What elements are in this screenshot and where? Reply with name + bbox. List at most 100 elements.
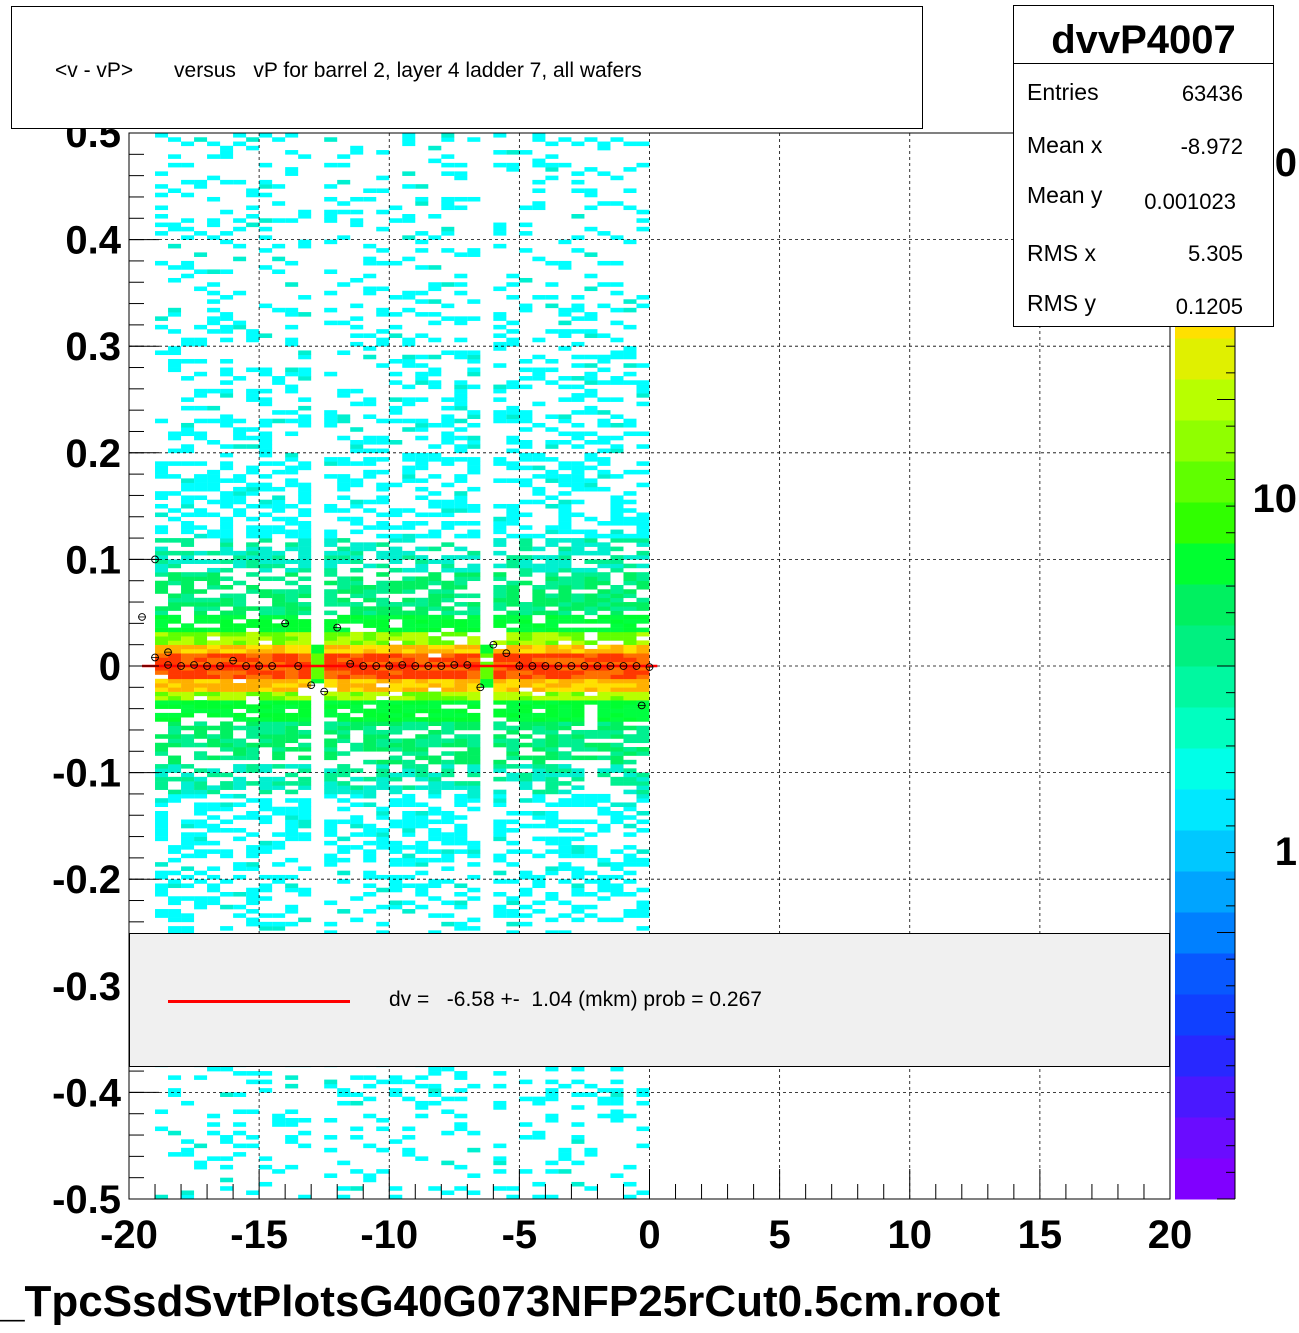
stats-histogram-name: dvvP4007 [1051, 18, 1236, 62]
heatmap-cell [402, 683, 416, 688]
heatmap-cell [571, 836, 585, 842]
heatmap-cell [350, 584, 364, 590]
heatmap-cell [506, 840, 520, 846]
heatmap-cell [636, 529, 650, 535]
heatmap-cell [493, 700, 507, 705]
heatmap-cell [623, 491, 637, 496]
heatmap-cell [285, 636, 299, 641]
heatmap-cell [623, 751, 637, 756]
heatmap-cell [441, 712, 455, 718]
heatmap-cell [610, 670, 624, 675]
heatmap-cell [441, 857, 455, 863]
heatmap-cell [207, 631, 221, 637]
heatmap-cell [376, 1169, 390, 1174]
heatmap-cell [220, 806, 234, 812]
heatmap-cell [389, 555, 403, 560]
heatmap-cell [506, 678, 520, 684]
heatmap-cell [285, 469, 299, 475]
heatmap-cell [597, 874, 611, 880]
heatmap-cell [207, 772, 221, 778]
heatmap-cell [259, 162, 273, 168]
heatmap-cell [363, 683, 377, 688]
heatmap-cell [584, 657, 598, 663]
heatmap-cell [441, 397, 455, 402]
heatmap-cell [506, 516, 520, 522]
heatmap-cell [363, 729, 377, 735]
heatmap-cell [168, 734, 182, 739]
heatmap-cell [597, 1088, 611, 1093]
heatmap-cell [272, 1117, 286, 1123]
heatmap-cell [467, 666, 481, 671]
heatmap-cell [285, 653, 299, 658]
heatmap-cell [389, 644, 403, 650]
heatmap-cell [350, 789, 364, 795]
heatmap-cell [194, 879, 208, 884]
heatmap-cell [376, 721, 390, 726]
heatmap-cell [168, 640, 182, 645]
heatmap-cell [545, 644, 559, 650]
heatmap-cell [259, 1181, 273, 1187]
heatmap-cell [363, 853, 377, 859]
heatmap-cell [597, 559, 611, 564]
heatmap-cell [623, 1181, 637, 1187]
heatmap-cell [220, 627, 234, 633]
heatmap-cell [415, 239, 429, 245]
heatmap-cell [415, 371, 429, 377]
heatmap-cell [584, 410, 598, 415]
x-tick-label: 5 [769, 1213, 791, 1257]
heatmap-cell [155, 776, 169, 782]
heatmap-cell [298, 721, 312, 726]
profile-point [554, 662, 563, 670]
heatmap-cell [155, 631, 169, 637]
heatmap-cell [233, 474, 247, 479]
heatmap-cell [506, 776, 520, 782]
heatmap-cell [337, 691, 351, 697]
heatmap-cell [311, 678, 325, 684]
heatmap-cell [545, 495, 559, 501]
heatmap-cell [363, 802, 377, 808]
heatmap-cell [207, 887, 221, 893]
heatmap-cell [571, 853, 585, 859]
heatmap-cell [610, 307, 624, 313]
heatmap-cell [181, 913, 195, 918]
heatmap-cell [220, 802, 234, 808]
heatmap-cell [168, 448, 182, 454]
heatmap-cell [415, 521, 429, 526]
heatmap-cell [415, 299, 429, 304]
heatmap-cell [298, 508, 312, 513]
heatmap-cell [584, 538, 598, 543]
heatmap-cell [389, 772, 403, 778]
heatmap-cell [441, 674, 455, 680]
heatmap-cell [194, 559, 208, 564]
heatmap-cell [181, 584, 195, 590]
heatmap-cell [350, 1186, 364, 1191]
heatmap-cell [168, 717, 182, 722]
heatmap-cell [324, 619, 338, 624]
heatmap-cell [545, 687, 559, 692]
heatmap-cell [545, 329, 559, 334]
heatmap-cell [493, 776, 507, 782]
heatmap-cell [181, 495, 195, 501]
heatmap-cell [428, 576, 442, 582]
heatmap-cell [623, 167, 637, 172]
heatmap-cell [324, 239, 338, 245]
heatmap-cell [636, 785, 650, 790]
heatmap-cell [558, 538, 572, 543]
heatmap-cell [610, 260, 624, 266]
heatmap-cell [207, 695, 221, 701]
heatmap-cell [636, 1100, 650, 1106]
heatmap-cell [467, 704, 481, 709]
heatmap-cell [207, 691, 221, 697]
heatmap-cell [389, 900, 403, 906]
heatmap-cell [246, 734, 260, 739]
heatmap-cell [389, 823, 403, 829]
heatmap-cell [285, 367, 299, 373]
heatmap-cell [467, 862, 481, 867]
heatmap-cell [272, 717, 286, 722]
profile-point [502, 649, 511, 658]
heatmap-cell [259, 431, 273, 437]
heatmap-cell [194, 734, 208, 739]
heatmap-cell [181, 1190, 195, 1196]
heatmap-cell [597, 661, 611, 667]
heatmap-cell [376, 747, 390, 752]
